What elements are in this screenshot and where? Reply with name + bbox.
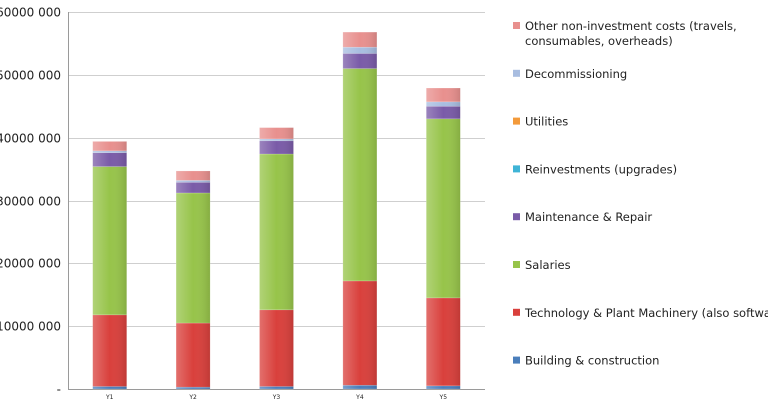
legend-swatch bbox=[513, 356, 520, 364]
y-tick-label: 30000 000 bbox=[0, 195, 61, 209]
y-tick-label: 20000 000 bbox=[0, 257, 61, 271]
legend-swatch bbox=[513, 117, 520, 125]
legend-swatch bbox=[513, 213, 520, 221]
legend-swatch bbox=[513, 22, 520, 29]
bar-shading bbox=[426, 297, 461, 386]
bar-shading bbox=[426, 106, 461, 119]
legend-label: consumables, overheads) bbox=[525, 34, 673, 48]
legend-label: Technology & Plant Machinery (also softw… bbox=[524, 306, 768, 320]
bar-shading bbox=[342, 68, 377, 281]
bar-shading bbox=[342, 47, 377, 54]
y-tick-label: 40000 000 bbox=[0, 132, 61, 146]
y-tick-label: 50000 000 bbox=[0, 69, 61, 83]
legend-label: Reinvestments (upgrades) bbox=[525, 162, 677, 176]
bar-shading bbox=[426, 385, 461, 389]
legend-swatch bbox=[513, 165, 520, 173]
x-tick-label: Y1 bbox=[105, 394, 114, 401]
bar-shading bbox=[92, 386, 127, 389]
axes: - 10000 000 20000 000 30000 000 40000 000 500… bbox=[0, 6, 485, 401]
bar-shading bbox=[342, 32, 377, 48]
legend: Other non-investment costs (travels,cons… bbox=[513, 19, 768, 368]
x-tick-label: Y5 bbox=[439, 394, 448, 401]
bar-shading bbox=[259, 127, 294, 139]
legend-label: Salaries bbox=[525, 258, 571, 272]
y-tick-label: 10000 000 bbox=[0, 320, 61, 334]
bar-shading bbox=[92, 166, 127, 315]
bar-shading bbox=[259, 138, 294, 141]
bar-shading bbox=[342, 385, 377, 389]
bar-shading bbox=[92, 152, 127, 167]
bar-shading bbox=[426, 88, 461, 102]
bar-shading bbox=[259, 386, 294, 389]
legend-label: Building & construction bbox=[525, 354, 659, 368]
legend-swatch bbox=[513, 261, 520, 268]
legend-swatch bbox=[513, 308, 520, 316]
y-tick-label: 60000 000 bbox=[0, 6, 61, 20]
bar-shading bbox=[92, 150, 127, 153]
bar-shading bbox=[176, 182, 211, 193]
legend-swatch bbox=[513, 69, 520, 77]
bar-shading bbox=[176, 387, 211, 389]
bar-shading bbox=[259, 140, 294, 155]
bar-shading bbox=[92, 314, 127, 387]
bar-shading bbox=[426, 101, 461, 107]
bar-shading bbox=[259, 309, 294, 387]
bar-shading bbox=[176, 170, 211, 181]
bar-shading bbox=[176, 323, 211, 388]
legend-label: Utilities bbox=[525, 115, 568, 129]
x-tick-label: Y4 bbox=[355, 394, 364, 401]
x-tick-label: Y2 bbox=[188, 394, 197, 401]
bar-shading bbox=[176, 180, 211, 183]
bar-shading bbox=[92, 141, 127, 151]
x-tick-label: Y3 bbox=[272, 394, 281, 401]
legend-label: Maintenance & Repair bbox=[525, 210, 652, 224]
legend-label: Other non-investment costs (travels, bbox=[525, 19, 737, 33]
bar-shading bbox=[259, 154, 294, 310]
bar-shading bbox=[176, 192, 211, 324]
y-tick-label: - bbox=[57, 383, 61, 397]
bar-shading bbox=[342, 280, 377, 386]
bar-shading bbox=[426, 118, 461, 298]
bars bbox=[92, 31, 461, 390]
legend-label: Decommissioning bbox=[525, 67, 627, 81]
bar-shading bbox=[342, 53, 377, 69]
